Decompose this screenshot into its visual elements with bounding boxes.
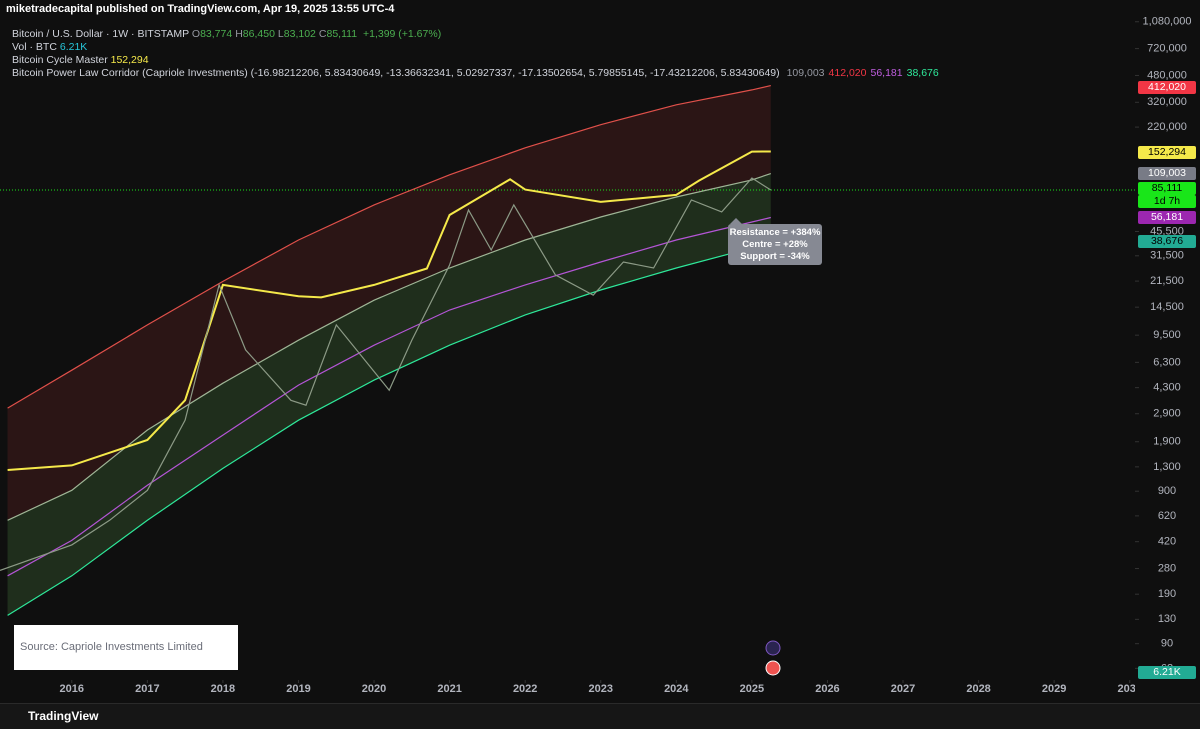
y-tick-label: 14,500 (1150, 301, 1184, 313)
ohlc-key: H (235, 28, 243, 40)
source-box: Source: Capriole Investments Limited (14, 625, 238, 670)
x-tick-label: 2016 (60, 683, 84, 695)
y-tick-label: 21,500 (1150, 275, 1184, 287)
y-tick-label: 1,300 (1153, 461, 1181, 473)
series-line (7, 150, 771, 471)
legend-corridor: Bitcoin Power Law Corridor (Capriole Inv… (12, 67, 939, 79)
ohlc: O83,774 H86,450 L83,102 C85,111 (192, 28, 360, 40)
legend-cycle: Bitcoin Cycle Master 152,294 (12, 54, 149, 66)
label: Vol · BTC (12, 41, 57, 53)
value: 152,294 (110, 54, 149, 66)
x-tick-label: 2024 (664, 683, 689, 695)
publisher: miketradecapital published on TradingVie… (6, 3, 395, 15)
resistance-band (7, 85, 771, 521)
series-line (7, 241, 771, 616)
legend-volume: Vol · BTC 6.21K (12, 41, 87, 53)
series-line (7, 173, 771, 521)
y-tick-label: 1,900 (1153, 436, 1181, 448)
y-tick-label: 720,000 (1147, 43, 1187, 55)
axes: 1,080,000 720,000 480,000 320,000 220,000 45,… (60, 16, 1192, 695)
corridor-value: 412,020 (828, 67, 867, 79)
legend-symbol: Bitcoin / U.S. Dollar · 1W · BITSTAMP O8… (12, 28, 441, 40)
tooltip-line: Resistance = +384% (729, 227, 821, 238)
tooltip-line: Centre = +28% (742, 239, 808, 250)
y-tick-label: 45,500 (1150, 225, 1184, 237)
x-tick-label: 2019 (286, 683, 310, 695)
y-tick-label: 900 (1158, 485, 1176, 497)
support-band (7, 173, 771, 616)
y-tick-label: 31,500 (1150, 250, 1184, 262)
change: +1,399 (+1.67%) (362, 28, 442, 40)
ohlc-value: 83,102 (283, 28, 316, 40)
symbol: Bitcoin / U.S. Dollar · 1W · BITSTAMP (12, 28, 189, 40)
tooltip-line: Support = -34% (740, 251, 810, 262)
price-badge: 38,676 (1138, 235, 1196, 248)
y-tick-label: 620 (1158, 510, 1176, 522)
price-badge: 109,003 (1138, 167, 1196, 180)
background (0, 0, 1200, 703)
tooltip: Resistance = +384% Centre = +28% Support… (728, 218, 822, 265)
y-tick-label: 130 (1158, 613, 1176, 625)
y-tick-label: 4,300 (1153, 382, 1181, 394)
ohlc-value: 83,774 (200, 28, 233, 40)
x-tick-label: 2021 (437, 683, 461, 695)
y-tick-label: 480,000 (1147, 69, 1187, 81)
x-tick-label: 2028 (966, 683, 990, 695)
ohlc-key: O (191, 28, 201, 40)
series-line (7, 216, 771, 577)
x-tick-label: 2025 (740, 683, 764, 695)
x-tick-label: 2029 (1042, 683, 1066, 695)
plot-area (0, 85, 1135, 616)
x-tick-label: 2017 (135, 683, 159, 695)
ohlc-value: 85,111 (326, 28, 358, 40)
ohlc-key: L (277, 28, 284, 40)
logo: TradingView (28, 709, 99, 723)
x-tick-label: 2030 (1117, 683, 1141, 695)
x-tick-label: 2020 (362, 683, 386, 695)
y-tick-label: 90 (1161, 638, 1173, 650)
y-tick-label: 320,000 (1147, 96, 1187, 108)
price-badge: 152,294 (1138, 146, 1196, 159)
x-axis: 2016 2017 2018 2019 2020 2021 2022 2023 2024 2025… (60, 680, 1141, 695)
corridor-value: 38,676 (906, 67, 939, 79)
x-tick-label: 2023 (589, 683, 613, 695)
footer: TradingView (0, 703, 1200, 729)
value: 6.21K (59, 41, 88, 53)
price-badge: 56,181 (1138, 211, 1196, 224)
price-badge: 412,020 (1138, 81, 1196, 94)
x-tick-label: 2018 (211, 683, 235, 695)
y-tick-label: 6,300 (1153, 356, 1181, 368)
y-tick-label: 2,900 (1153, 408, 1181, 420)
ohlc-value: 86,450 (242, 28, 275, 40)
x-tick-label: 2026 (815, 683, 839, 695)
series-line (7, 85, 771, 409)
price-badge: 85,111 (1138, 182, 1196, 195)
corridor-value: 109,003 (786, 67, 825, 79)
y-tick-label: 9,500 (1153, 329, 1181, 341)
ohlc-key: C (318, 28, 327, 40)
flag-icon[interactable] (765, 660, 781, 676)
y-tick-label: 420 (1158, 536, 1176, 548)
x-tick-label: 2022 (513, 683, 537, 695)
price-badge: 1d 7h (1138, 195, 1196, 208)
corridor-value: 56,181 (870, 67, 903, 79)
y-tick-label: 190 (1158, 588, 1176, 600)
event-icon[interactable] (765, 640, 781, 656)
x-tick-label: 2027 (891, 683, 915, 695)
price-badge: 6.21K (1138, 666, 1196, 679)
y-tick-label: 220,000 (1147, 121, 1187, 133)
y-tick-label: 280 (1158, 562, 1176, 574)
label: Bitcoin Cycle Master (12, 54, 108, 66)
y-tick-label: 1,080,000 (1143, 16, 1192, 28)
label: Bitcoin Power Law Corridor (Capriole Inv… (12, 67, 780, 79)
series-line (0, 177, 772, 571)
